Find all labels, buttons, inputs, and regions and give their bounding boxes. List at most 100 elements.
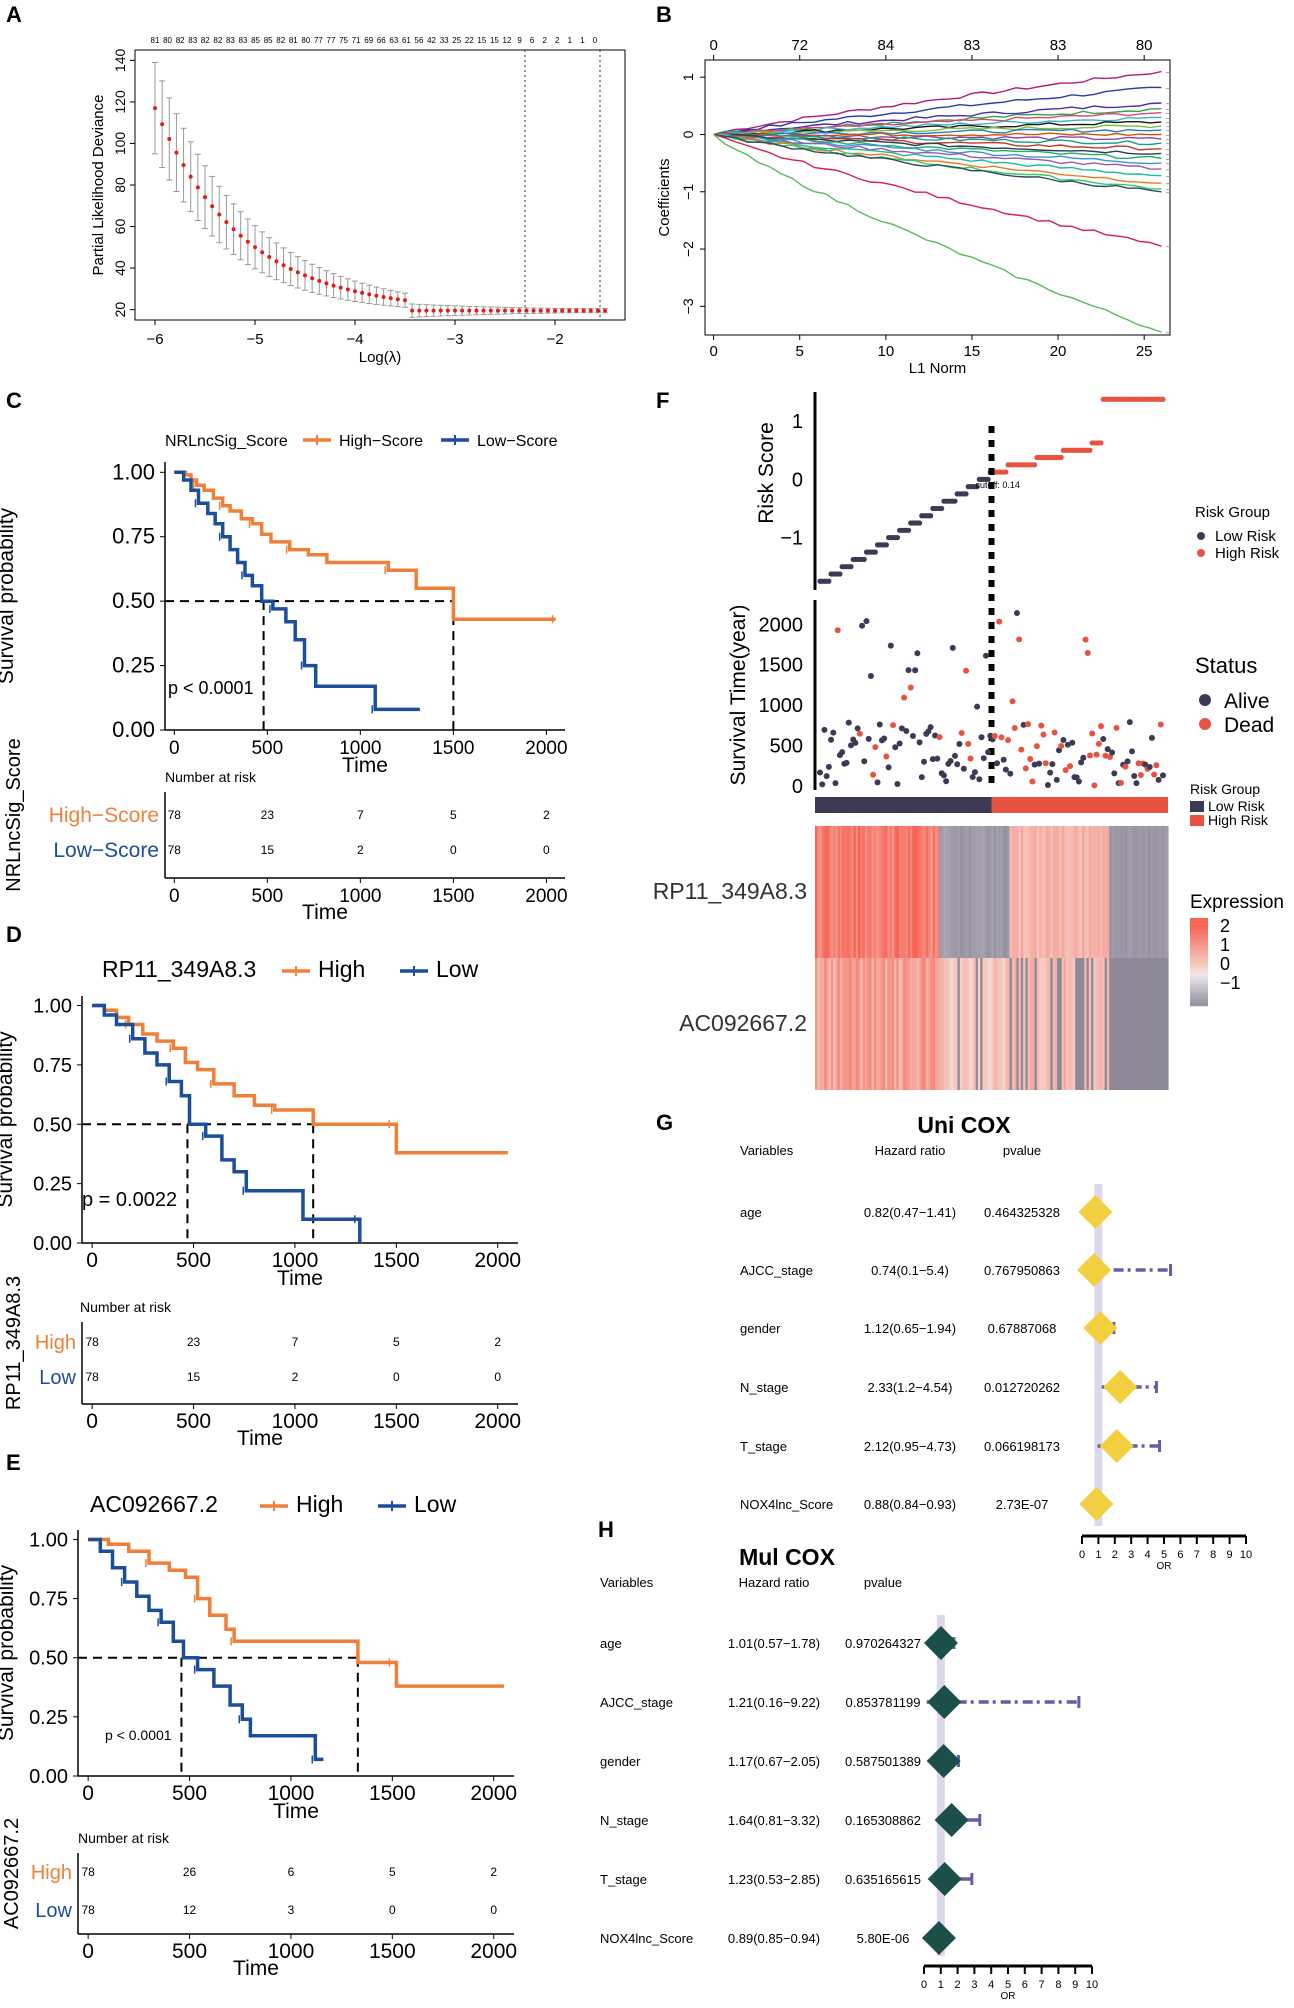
panel-f-heat-cell [996,826,999,958]
panel-f-survival-point [1137,772,1144,779]
panel-f-risk-point [861,556,867,563]
panel-c-risk-x-tick-label: 0 [169,886,180,907]
panel-e-curve-high [88,1537,504,1688]
panel-f-heat-cell [1032,826,1036,958]
panel-f-cutoff-label: cutoff: 0.14 [976,480,1020,490]
panel-g-row-hazard-ratio: 0.88(0.84−0.93) [864,1497,956,1512]
panel-e-risk-value: 2 [490,1865,497,1879]
panel-f-heat-cell [1052,958,1056,1090]
panel-f-risk-point [916,520,923,526]
panel-f-heat-row-label: AC092667.2 [679,1010,807,1036]
panel-f-heat-cell [898,958,902,1090]
panel-e-y-tick-label: 0.75 [29,1589,68,1611]
panel-f-survival-point [839,749,846,756]
panel-a-point [253,245,257,250]
panel-f-heat-cell [1149,958,1153,1090]
panel-d-risk-title: Number at risk [80,1299,172,1315]
panel-f-survival-point [1117,779,1124,786]
panel-f-survival-point [1009,698,1016,705]
panel-d-risk-value: 78 [85,1370,99,1384]
panel-a-top-count: 75 [339,36,348,45]
panel-f-heat-cell [1127,958,1131,1090]
panel-f-heat-cell [878,826,882,958]
panel-h-estimate-marker [921,1921,956,1955]
panel-b-path-end-mark: – [1166,130,1171,139]
panel-e-risk-value: 12 [183,1903,197,1917]
panel-a-top-count: 9 [517,36,522,45]
panel-f-survival-point [912,667,919,674]
panel-f-heat-cell [998,958,1002,1090]
panel-f-heat-cell [862,958,866,1090]
panel-d-x-tick-label: 1000 [272,1249,319,1272]
panel-f-expression-legend-bar [1190,988,1208,991]
panel-b-path-end-mark: – [1166,155,1171,164]
panel-g-x-tick-label: 5 [1161,1549,1167,1561]
panel-f-heat-cell [1050,826,1054,958]
panel-a-y-tick-label: 80 [112,177,128,193]
panel-f-heat-cell [1036,826,1040,958]
panel-f-heat-cell [860,826,864,958]
panel-letter-f: F [656,388,669,413]
panel-f-risk-point [939,505,945,512]
panel-f-survival-point [934,755,941,762]
panel-a-x-tick-label: −3 [446,331,463,348]
panel-f-heat-cell [857,826,861,958]
panel-f-heat-cell [964,826,968,958]
panel-c-pvalue: p < 0.0001 [168,678,254,698]
panel-a-top-count: 2 [555,36,560,45]
panel-a-top-count: 61 [402,36,411,45]
panel-a-top-count: 80 [301,36,310,45]
panel-f-heat-cell [914,826,918,958]
panel-a-point [531,308,536,313]
panel-f-risk-point [837,571,843,577]
panel-c-risk-x-tick-label: 500 [251,886,283,907]
panel-f-heat-cell [885,826,889,958]
panel-f-survival-point [823,773,830,780]
panel-f-heat-cell [1002,958,1006,1090]
panel-a-x-tick-label: −4 [346,331,363,348]
panel-f-survival-point [892,744,899,751]
panel-f-heat-cell [1115,826,1119,958]
panel-f-expression-legend-bar [1190,924,1208,927]
panel-f-heat-cell [1104,958,1108,1090]
panel-f-heat-cell [862,826,866,958]
panel-f-heat-cell [928,958,932,1090]
panel-f-heat-cell [946,958,950,1090]
panel-f-heat-cell [1009,826,1013,958]
panel-f-expression-legend-bar [1190,964,1208,967]
panel-f-risk-point [1160,396,1166,402]
panel-f-heat-cell [869,958,873,1090]
panel-f-heat-cell [1063,958,1067,1090]
panel-c-risk-title: Number at risk [165,769,257,785]
panel-f-survival-point [828,736,835,743]
panel-f-expression-legend-tick: 0 [1220,954,1230,974]
panel-f-survival-point [1005,737,1012,744]
panel-c-risk-value: 2 [357,843,364,857]
panel-a-top-count: 25 [452,36,461,45]
panel-f-heat-cell [998,826,1002,958]
panel-e-legend-title: AC092667.2 [90,1491,218,1517]
panel-b-y-tick-label: −2 [680,241,696,257]
panel-f-expression-legend-bar [1190,926,1208,930]
panel-f-group-bar-high [991,797,1168,813]
panel-c-legend-label: Low−Score [477,433,558,450]
panel-a-point [438,308,443,313]
panel-f-survival-point [1053,776,1060,783]
panel-g-row-hazard-ratio: 2.12(0.95−4.73) [864,1439,956,1454]
panel-f-heat-cell [957,826,961,958]
panel-d-risk-value: 0 [494,1370,501,1384]
panel-f-heat-cell [1068,826,1072,958]
panel-e-risk-value: 3 [288,1903,295,1917]
panel-e-risk-x-tick-label: 1500 [369,1940,416,1963]
panel-a-point [560,308,565,313]
panel-f-heat-cell [1068,958,1072,1090]
panel-f-heat-cell [1043,826,1047,958]
panel-f-expression-legend-bar [1190,966,1208,969]
panel-a-point [367,292,372,297]
panel-f-heat-cell [1039,826,1042,958]
panel-b-path-6 [713,116,1162,136]
panel-f-survival-point [982,652,989,659]
panel-f-survival-point [1040,731,1047,738]
panel-f-heat-cell [925,958,929,1090]
panel-f-heat-cell [982,958,986,1090]
